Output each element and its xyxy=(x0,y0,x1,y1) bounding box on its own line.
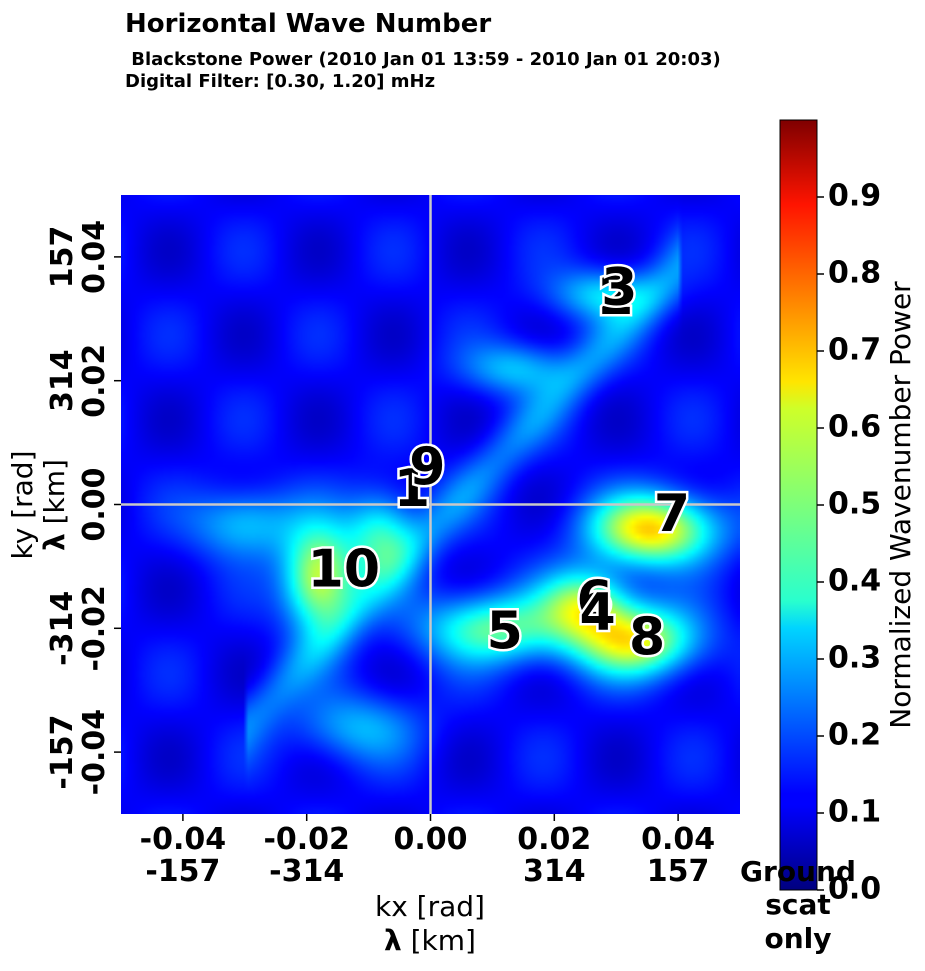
x-axis-label-lambda: λ [km] xyxy=(384,924,476,957)
x-tick-label: 0.02 xyxy=(517,822,591,857)
x-tick-lambda-label: 157 xyxy=(647,854,710,889)
y-tick-label: 0.00 xyxy=(77,467,112,541)
peak-marker-8: 8 xyxy=(629,608,665,668)
colorbar-extra-line2: scat xyxy=(765,888,831,921)
colorbar-tick-label: 0.3 xyxy=(828,641,881,676)
peak-marker-3: 3 xyxy=(601,258,637,318)
peak-marker-4: 4 xyxy=(580,583,616,643)
peak-marker-1: 1 xyxy=(394,459,430,519)
peak-marker-2: 2 xyxy=(598,267,634,327)
colorbar-tick-label: 0.0 xyxy=(828,872,881,907)
colorbar-extra-line1: Ground xyxy=(740,855,856,888)
colorbar-tick-label: 0.6 xyxy=(828,410,881,445)
x-tick-label: -0.04 xyxy=(140,822,226,857)
colorbar-tick-label: 0.2 xyxy=(828,718,881,753)
peak-marker-9: 9 xyxy=(409,437,445,497)
colorbar-tick-label: 0.5 xyxy=(828,487,881,522)
y-tick-label: 0.02 xyxy=(77,344,112,418)
colorbar-tick-label: 0.8 xyxy=(828,256,881,291)
peak-markers: 19 23 7 10 564 8 xyxy=(305,255,692,670)
y-tick-lambda-label: 157 xyxy=(45,226,80,289)
colorbar-tick-label: 0.1 xyxy=(828,795,881,830)
colorbar-tick-label: 0.4 xyxy=(828,564,881,599)
y-tick-lambda-label: 314 xyxy=(45,349,80,412)
x-axis-lambda-symbol: λ xyxy=(384,924,402,957)
y-tick-label: -0.04 xyxy=(77,709,112,795)
chart-subtitle-line2: Digital Filter: [0.30, 1.20] mHz xyxy=(125,71,435,92)
x-tick-label: 0.04 xyxy=(641,822,715,857)
peak-marker-6: 6 xyxy=(576,571,612,631)
x-axis-lambda-unit: [km] xyxy=(402,924,476,957)
y-tick-label: -0.02 xyxy=(77,585,112,671)
colorbar-label: Normalized Wavenumber Power xyxy=(884,281,917,729)
x-tick-lambda-label: 314 xyxy=(523,854,586,889)
y-tick-lambda-label: -314 xyxy=(45,591,80,666)
x-tick-lambda-label: -157 xyxy=(145,854,220,889)
crosshair xyxy=(121,195,740,814)
colorbar-tick-label: 0.7 xyxy=(828,333,881,368)
chart-subtitle-line1: Blackstone Power (2010 Jan 01 13:59 - 20… xyxy=(125,49,721,70)
x-tick-label: 0.00 xyxy=(393,822,467,857)
colorbar-extra-line3: only xyxy=(764,922,831,955)
peak-marker-7: 7 xyxy=(654,484,690,544)
colorbar-ticks: 0.0 0.1 0.2 0.3 0.4 0.5 0.6 0.7 0.8 0.9 xyxy=(817,179,881,907)
y-axis-label-lambda: λ [km] xyxy=(38,459,71,551)
y-tick-label: 0.04 xyxy=(77,220,112,294)
chart-title: Horizontal Wave Number xyxy=(125,9,491,39)
colorbar-tick-label: 0.9 xyxy=(828,179,881,214)
x-tick-label: -0.02 xyxy=(263,822,349,857)
peak-marker-10: 10 xyxy=(308,540,380,600)
x-tick-lambda-label: -314 xyxy=(269,854,344,889)
x-axis-label-rad: kx [rad] xyxy=(375,890,485,923)
y-tick-lambda-label: -157 xyxy=(45,715,80,790)
y-axis-lambda-symbol: λ xyxy=(38,533,71,551)
colorbar xyxy=(779,119,818,891)
y-axis-label-rad: ky [rad] xyxy=(6,451,39,560)
y-axis-lambda-unit: [km] xyxy=(38,459,71,533)
peak-marker-5: 5 xyxy=(487,601,523,661)
